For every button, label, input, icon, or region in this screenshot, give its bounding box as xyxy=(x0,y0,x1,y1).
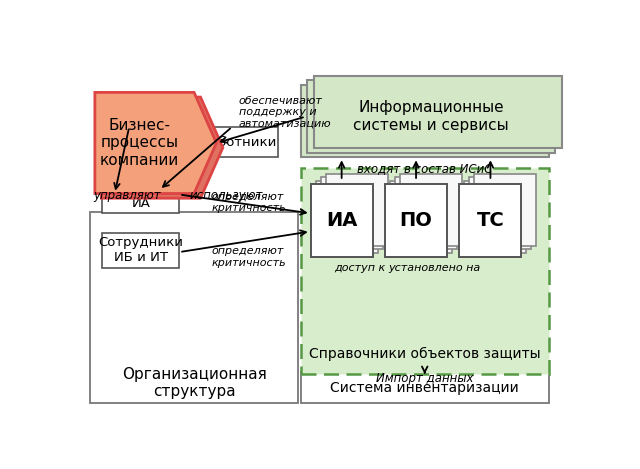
Text: Руководство: Руководство xyxy=(97,136,185,149)
Polygon shape xyxy=(101,97,223,198)
Bar xyxy=(90,212,298,403)
Text: ИА: ИА xyxy=(326,211,357,230)
Bar xyxy=(310,184,372,257)
Text: Импорт данных: Импорт данных xyxy=(376,372,474,385)
Text: управляют: управляют xyxy=(93,189,161,202)
Bar xyxy=(395,177,457,250)
Bar xyxy=(321,177,383,250)
Text: ПО: ПО xyxy=(399,211,433,230)
Bar xyxy=(102,233,179,267)
Bar xyxy=(460,184,522,257)
Bar xyxy=(326,174,388,246)
Text: Информационные
системы и сервисы: Информационные системы и сервисы xyxy=(353,100,509,133)
Text: Система инвентаризации: Система инвентаризации xyxy=(330,381,519,394)
Text: Владельцы
ИА: Владельцы ИА xyxy=(101,182,180,210)
Text: используют: используют xyxy=(189,189,263,202)
Bar xyxy=(301,372,548,403)
Bar xyxy=(316,181,378,253)
Text: Справочники объектов защиты: Справочники объектов защиты xyxy=(309,347,541,361)
Bar xyxy=(385,184,447,257)
Bar xyxy=(460,184,522,257)
Bar xyxy=(390,181,452,253)
Text: обеспечивают
поддержку и
автоматизацию: обеспечивают поддержку и автоматизацию xyxy=(239,96,332,129)
Bar xyxy=(469,177,531,250)
Bar xyxy=(400,174,462,246)
Text: определяют
критичность: определяют критичность xyxy=(211,246,286,267)
Text: определяют
критичность: определяют критичность xyxy=(211,192,286,213)
Text: Бизнес-
процессы
компании: Бизнес- процессы компании xyxy=(100,118,179,168)
Bar xyxy=(307,81,555,153)
Text: установлено на: установлено на xyxy=(388,263,481,272)
Polygon shape xyxy=(95,92,216,194)
Bar xyxy=(202,127,278,158)
Text: Работники: Работники xyxy=(203,136,277,149)
Text: Сотрудники
ИБ и ИТ: Сотрудники ИБ и ИТ xyxy=(99,236,183,265)
Bar xyxy=(465,181,527,253)
Text: входят в состав ИСиС: входят в состав ИСиС xyxy=(357,162,492,175)
Bar xyxy=(301,85,548,158)
Bar xyxy=(314,76,562,148)
Bar xyxy=(474,174,536,246)
Bar xyxy=(310,184,372,257)
Bar xyxy=(301,168,548,374)
Bar xyxy=(102,127,179,158)
Bar xyxy=(102,179,179,213)
Bar xyxy=(385,184,447,257)
Text: Организационная
структура: Организационная структура xyxy=(122,367,266,399)
Text: доступ к: доступ к xyxy=(335,263,386,272)
Text: ТС: ТС xyxy=(477,211,504,230)
